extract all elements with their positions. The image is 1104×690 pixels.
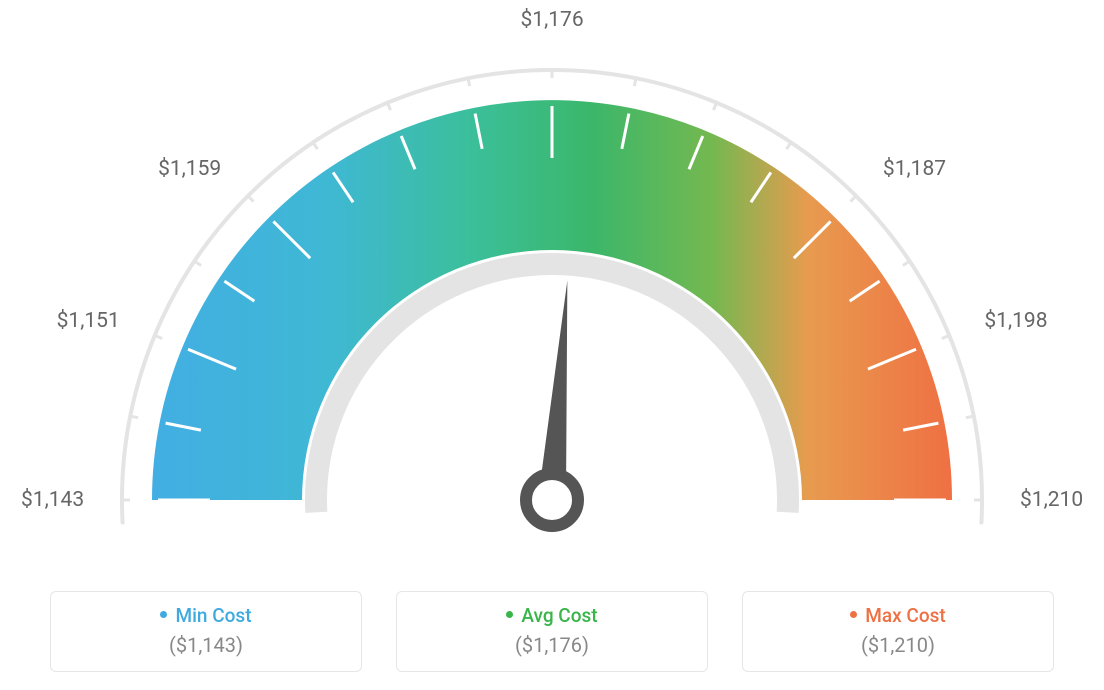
legend-card-min: Min Cost ($1,143) xyxy=(50,591,362,672)
gauge-tick-label: $1,198 xyxy=(984,309,1047,333)
legend-row: Min Cost ($1,143) Avg Cost ($1,176) Max … xyxy=(0,591,1104,672)
dot-icon xyxy=(850,611,857,618)
legend-title-text: Min Cost xyxy=(175,604,251,627)
legend-title-avg: Avg Cost xyxy=(397,604,707,627)
legend-value-avg: ($1,176) xyxy=(397,633,707,657)
gauge-tick-label: $1,159 xyxy=(158,157,221,181)
gauge-tick-label: $1,210 xyxy=(1020,488,1083,512)
gauge-tick-label: $1,187 xyxy=(883,157,946,181)
legend-card-max: Max Cost ($1,210) xyxy=(742,591,1054,672)
legend-title-text: Max Cost xyxy=(865,604,945,627)
gauge-tick-label: $1,143 xyxy=(21,488,84,512)
gauge-svg xyxy=(0,0,1104,560)
legend-value-max: ($1,210) xyxy=(743,633,1053,657)
dot-icon xyxy=(506,611,513,618)
gauge-chart: $1,143 $1,151 $1,159 $1,176 $1,187 $1,198 $1,2… xyxy=(0,0,1104,560)
legend-title-text: Avg Cost xyxy=(521,604,597,627)
gauge-tick-label: $1,151 xyxy=(57,309,120,333)
chart-container: $1,143 $1,151 $1,159 $1,176 $1,187 $1,198 $1,2… xyxy=(0,0,1104,690)
gauge-tick-label: $1,176 xyxy=(521,8,584,32)
legend-title-min: Min Cost xyxy=(51,604,361,627)
dot-icon xyxy=(160,611,167,618)
legend-card-avg: Avg Cost ($1,176) xyxy=(396,591,708,672)
legend-title-max: Max Cost xyxy=(743,604,1053,627)
legend-value-min: ($1,143) xyxy=(51,633,361,657)
